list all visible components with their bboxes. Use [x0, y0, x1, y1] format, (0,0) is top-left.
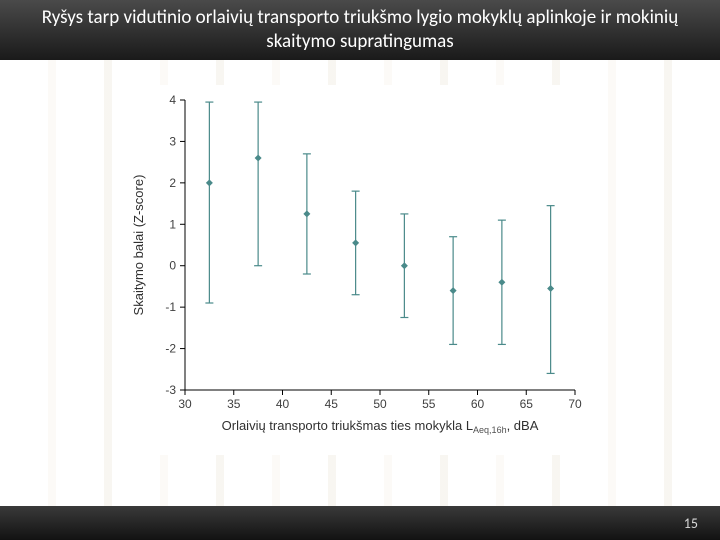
svg-text:40: 40: [276, 397, 290, 411]
svg-text:4: 4: [169, 93, 176, 107]
title-bar: Ryšys tarp vidutinio orlaivių transporto…: [0, 0, 720, 60]
svg-text:3: 3: [169, 134, 176, 148]
svg-text:Skaitymo balai (Z-score): Skaitymo balai (Z-score): [131, 175, 146, 316]
chart-container: 30 35 40 45 50 55 60 65 70 -3 -2 -1 0 1 2 3 4 Orlaivių tr…: [120, 85, 600, 455]
svg-text:55: 55: [422, 397, 436, 411]
svg-text:-1: -1: [165, 300, 176, 314]
svg-text:Orlaivių transporto triukšmas: Orlaivių transporto triukšmas ties mokyk…: [222, 418, 539, 435]
svg-text:-3: -3: [165, 383, 176, 397]
svg-text:0: 0: [169, 259, 176, 273]
footer-bar: 15: [0, 506, 720, 540]
svg-text:1: 1: [169, 217, 176, 231]
svg-text:65: 65: [520, 397, 534, 411]
slide: Ryšys tarp vidutinio orlaivių transporto…: [0, 0, 720, 540]
svg-text:50: 50: [373, 397, 387, 411]
page-number: 15: [684, 515, 698, 532]
slide-title: Ryšys tarp vidutinio orlaivių transporto…: [40, 6, 680, 54]
svg-text:45: 45: [325, 397, 339, 411]
svg-text:-2: -2: [165, 342, 176, 356]
svg-text:70: 70: [568, 397, 582, 411]
svg-text:30: 30: [178, 397, 192, 411]
svg-text:60: 60: [471, 397, 485, 411]
svg-text:35: 35: [227, 397, 241, 411]
svg-text:2: 2: [169, 176, 176, 190]
errorbar-chart: 30 35 40 45 50 55 60 65 70 -3 -2 -1 0 1 2 3 4 Orlaivių tr…: [120, 85, 600, 455]
